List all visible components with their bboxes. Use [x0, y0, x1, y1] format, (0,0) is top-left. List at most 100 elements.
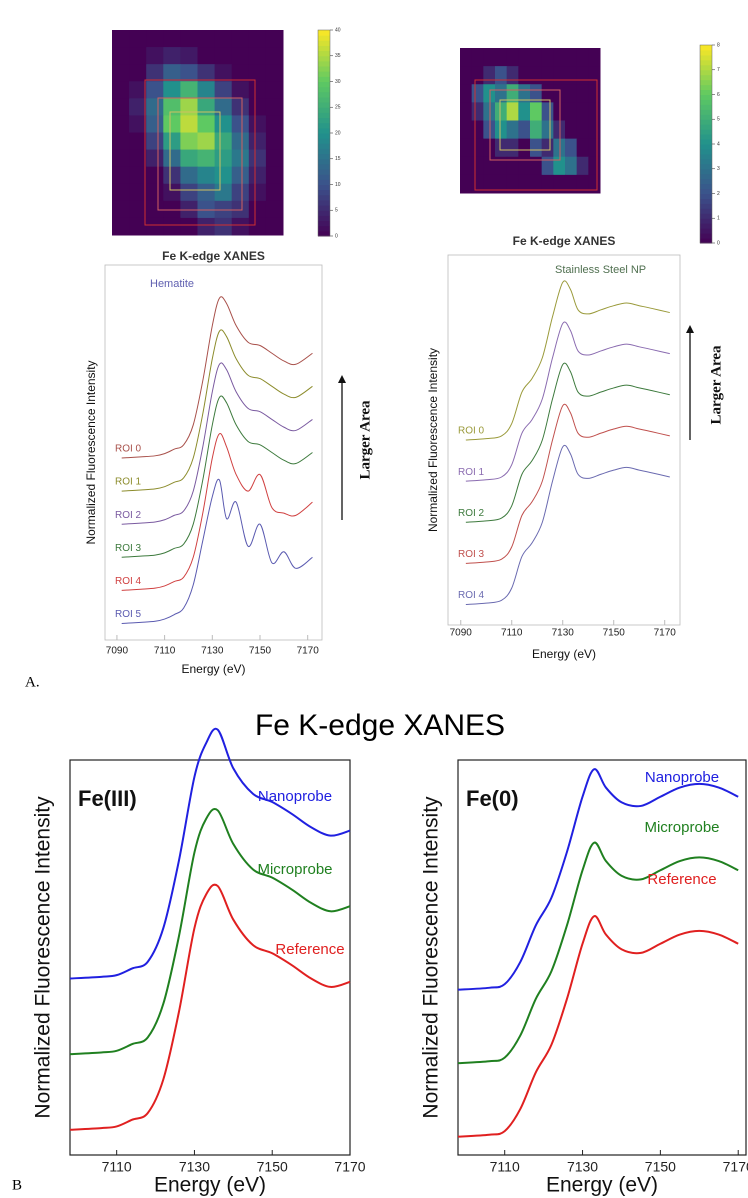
colorbar-segment	[700, 50, 712, 55]
x-axis-label: Energy (eV)	[532, 647, 596, 661]
heatmap-cell	[198, 184, 216, 202]
heatmap-cell	[577, 121, 589, 140]
heatmap-cell	[565, 139, 577, 158]
series-label: Reference	[647, 871, 716, 888]
heatmap-cell	[565, 157, 577, 176]
colorbar-segment	[318, 87, 330, 93]
colorbar-segment	[700, 55, 712, 60]
heatmap-cell	[232, 150, 250, 168]
heatmap-cell	[553, 175, 565, 194]
heatmap-cell	[249, 201, 267, 219]
heatmap-cell	[565, 84, 577, 103]
heatmap-cell	[163, 150, 181, 168]
colorbar-tick-label: 35	[335, 53, 341, 59]
heatmap-cell	[507, 102, 519, 121]
heatmap-cell	[249, 47, 267, 65]
heatmap-cell	[542, 48, 554, 67]
heatmap-cell	[472, 175, 484, 194]
heatmap-cell	[565, 66, 577, 85]
spectrum-line	[466, 404, 670, 563]
heatmap-cell	[146, 115, 164, 133]
heatmap-cell	[565, 48, 577, 67]
arrow-head	[686, 325, 694, 333]
heatmap-cell	[163, 64, 181, 82]
heatmap-cell	[483, 139, 495, 158]
colorbar-segment	[700, 80, 712, 85]
colorbar-tick-label: 25	[335, 105, 341, 111]
heatmap-cell	[553, 102, 565, 121]
heatmap-cell	[483, 121, 495, 140]
colorbar-segment	[318, 169, 330, 175]
heatmap-cell	[495, 102, 507, 121]
colorbar-segment	[318, 45, 330, 51]
colorbar-tick-label: 8	[717, 42, 720, 48]
colorbar-segment	[318, 215, 330, 221]
colorbar-segment	[318, 210, 330, 216]
colorbar-tick-label: 5	[335, 208, 338, 214]
heatmap-cell	[460, 139, 472, 158]
spectrum-line	[122, 330, 313, 491]
heatmap-cell	[472, 48, 484, 67]
heatmap-cell	[198, 64, 216, 82]
spectrum-line	[122, 433, 313, 590]
heatmap-cell	[129, 150, 147, 168]
colorbar-segment	[318, 35, 330, 41]
heatmap-cell	[180, 47, 198, 65]
colorbar-tick-label: 6	[717, 92, 720, 98]
heatmap-cell	[495, 48, 507, 67]
heatmap-cell	[266, 98, 284, 116]
heatmap-cell	[266, 167, 284, 185]
spectrum-line	[122, 297, 313, 458]
colorbar-segment	[318, 231, 330, 237]
colorbar-segment	[318, 66, 330, 72]
annotation: Hematite	[150, 278, 194, 290]
colorbar-tick-label: 40	[335, 27, 341, 33]
heatmap-cell	[495, 139, 507, 158]
heatmap-cell	[588, 175, 600, 194]
x-tick-label: 7130	[179, 1159, 210, 1175]
heatmap-cell	[266, 115, 284, 133]
colorbar-segment	[318, 138, 330, 144]
colorbar-segment	[700, 134, 712, 139]
colorbar-segment	[318, 112, 330, 118]
x-tick-label: 7110	[102, 1159, 132, 1175]
heatmap-cell	[112, 150, 130, 168]
charts: 0510152025303540012345678Fe K-edge XANES…	[32, 27, 748, 1196]
y-axis-label: Normalized Fluorescence Intensity	[32, 796, 55, 1119]
x-axis-label: Energy (eV)	[546, 1174, 658, 1197]
colorbar-segment	[700, 114, 712, 119]
heatmap-cell	[180, 133, 198, 151]
x-tick-label: 7150	[603, 628, 626, 639]
colorbar-segment	[700, 60, 712, 65]
heatmap-cell	[460, 48, 472, 67]
heatmap-cell	[495, 175, 507, 194]
heatmap-cell	[249, 115, 267, 133]
colorbar-tick-label: 20	[335, 130, 341, 136]
colorbar-segment	[700, 85, 712, 90]
colorbar-segment	[700, 109, 712, 114]
x-tick-label: 7110	[501, 628, 523, 639]
heatmap-cell	[112, 133, 130, 151]
arrow-head	[338, 375, 346, 383]
heatmap-cell	[198, 47, 216, 65]
colorbar-segment	[700, 124, 712, 129]
x-tick-label: 7150	[249, 646, 272, 657]
series-label: ROI 2	[115, 510, 142, 521]
colorbar-segment	[700, 99, 712, 104]
heatmap-cell	[232, 98, 250, 116]
spectrum-line	[122, 396, 313, 557]
heatmap-cell	[112, 115, 130, 133]
heatmap-cell	[129, 115, 147, 133]
heatmap-cell	[530, 175, 542, 194]
heatmap-cell	[507, 48, 519, 67]
heatmap-cell	[266, 150, 284, 168]
series-label: ROI 0	[115, 444, 142, 455]
colorbar-segment	[700, 45, 712, 50]
spectrum-line	[466, 363, 670, 522]
page: A. B Fe K-edge XANES 0510152025303540012…	[0, 0, 748, 1198]
heatmap-cell	[215, 133, 233, 151]
x-tick-label: 7130	[567, 1159, 598, 1175]
heatmap-cell	[232, 167, 250, 185]
heatmap-cell	[112, 218, 130, 236]
heatmap-cell	[198, 98, 216, 116]
